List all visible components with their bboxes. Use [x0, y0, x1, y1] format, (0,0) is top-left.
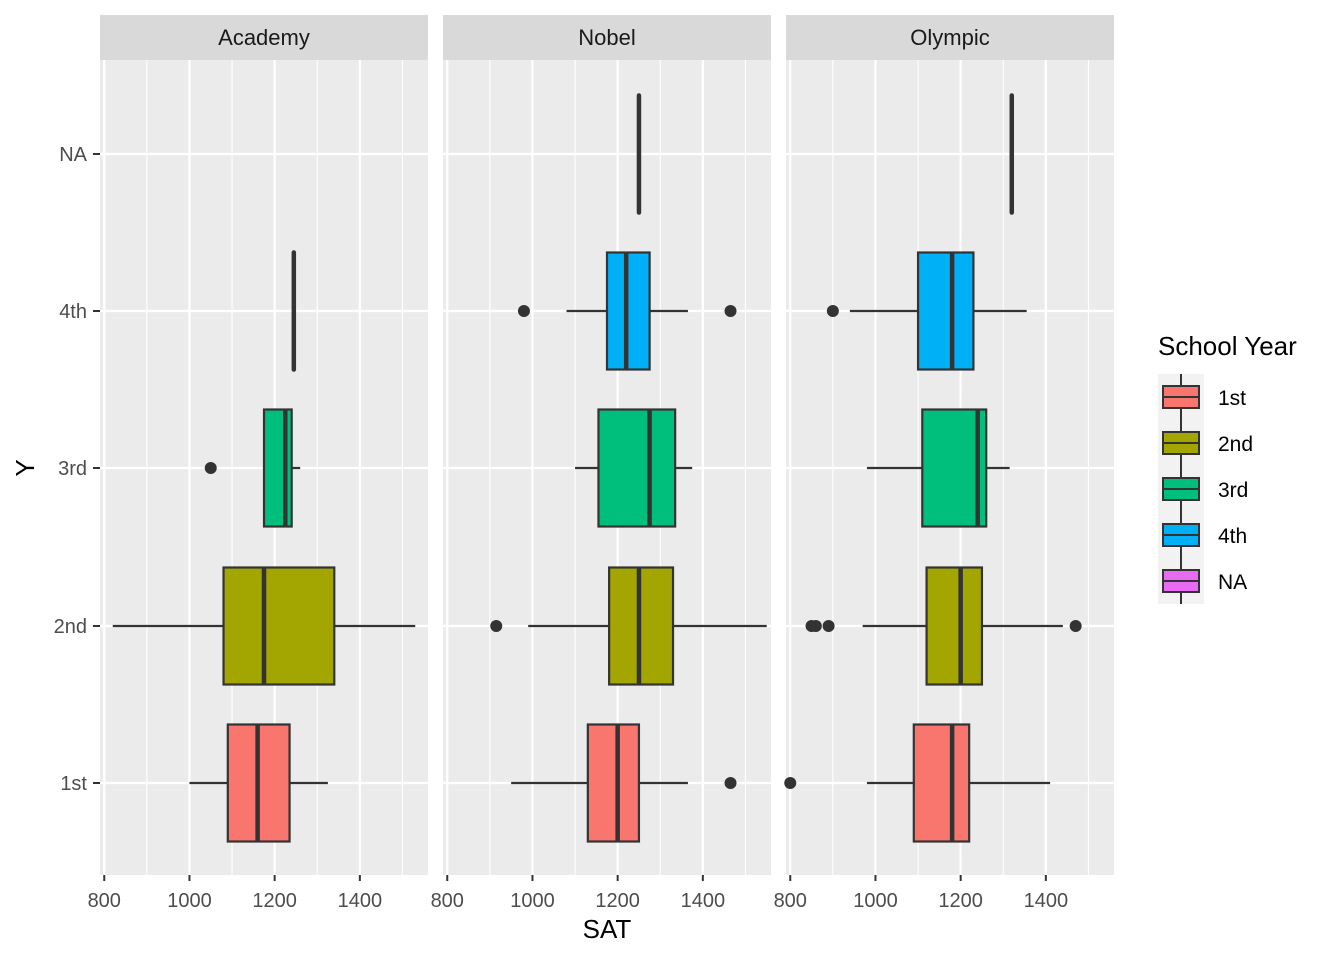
x-tick-label: 1200: [938, 890, 983, 912]
outlier-point: [517, 305, 530, 317]
outlier-point: [809, 620, 822, 632]
legend-label: NA: [1218, 571, 1247, 594]
outlier-point: [1069, 620, 1082, 632]
facet-olympic: Olympic 800 1000 1200 1400: [774, 15, 1114, 912]
y-tick-label: 1st: [60, 773, 87, 795]
box-iqr: [912, 723, 971, 843]
box-3rd: [575, 408, 693, 528]
facet-strip: [786, 15, 1114, 60]
x-tick-label: 800: [774, 890, 807, 912]
facet-nobel: Nobel 800 1000 1200 1400: [431, 15, 771, 912]
facet-strip-label: Nobel: [578, 25, 635, 50]
facet-strip: [100, 15, 428, 60]
box-2nd: [490, 566, 767, 686]
outlier-point: [784, 777, 797, 789]
x-tick-label: 800: [431, 890, 464, 912]
box-2nd: [805, 566, 1082, 686]
x-tick-label: 1200: [595, 890, 640, 912]
facet-strip-label: Olympic: [910, 25, 989, 50]
outlier-point: [822, 620, 835, 632]
facet-strip-label: Academy: [218, 25, 310, 50]
box-1st: [784, 723, 1051, 843]
box-4th: [517, 251, 737, 371]
box-iqr: [597, 408, 677, 528]
x-tick-label: 1400: [1024, 890, 1069, 912]
box-iqr: [916, 251, 975, 371]
x-tick-label: 1200: [252, 890, 297, 912]
x-tick-label: 1400: [681, 890, 726, 912]
y-axis-title: Y: [10, 459, 40, 476]
x-tick-label: 1000: [167, 890, 212, 912]
facet-academy: Academy 800 1000 1200 1400: [88, 15, 428, 912]
box-3rd: [866, 408, 1010, 528]
legend-label: 3rd: [1218, 479, 1248, 502]
x-tick-label: 1400: [338, 890, 383, 912]
legend-item-1st: 1st: [1162, 374, 1246, 420]
legend-title: School Year: [1158, 331, 1297, 361]
box-1st: [189, 723, 328, 843]
box-3rd: [204, 408, 301, 528]
legend-item-na: NA: [1162, 558, 1247, 604]
box-1st: [511, 723, 737, 843]
legend-item-4th: 4th: [1162, 512, 1247, 558]
box-iqr: [222, 566, 336, 686]
box-4th: [826, 251, 1027, 371]
box-2nd: [112, 566, 416, 686]
legend: School Year 1st 2nd 3rd 4th NA: [1158, 331, 1297, 604]
outlier-point: [204, 462, 217, 474]
outlier-point: [724, 305, 737, 317]
outlier-point: [724, 777, 737, 789]
box-iqr: [586, 723, 641, 843]
facet-strip: [443, 15, 771, 60]
legend-items: 1st 2nd 3rd 4th NA: [1158, 374, 1253, 604]
legend-label: 4th: [1218, 525, 1247, 548]
legend-label: 2nd: [1218, 433, 1253, 456]
outlier-point: [490, 620, 503, 632]
legend-label: 1st: [1218, 387, 1246, 410]
facet-panels: Academy 800 1000 1200 1400 Nobel 800 1000 1200 14…: [54, 15, 1114, 912]
outlier-point: [826, 305, 839, 317]
y-tick-label: 4th: [59, 301, 87, 323]
x-tick-label: 1000: [510, 890, 555, 912]
x-tick-label: 800: [88, 890, 121, 912]
y-tick-label: 2nd: [54, 616, 87, 638]
legend-item-3rd: 3rd: [1162, 466, 1248, 512]
x-tick-label: 1000: [853, 890, 898, 912]
y-tick-label: NA: [59, 144, 87, 166]
legend-item-2nd: 2nd: [1162, 420, 1253, 466]
x-axis-title: SAT: [583, 914, 632, 944]
y-axis: 1st 2nd 3rd 4th NA: [54, 144, 100, 795]
box-iqr: [925, 566, 984, 686]
y-tick-label: 3rd: [58, 458, 87, 480]
